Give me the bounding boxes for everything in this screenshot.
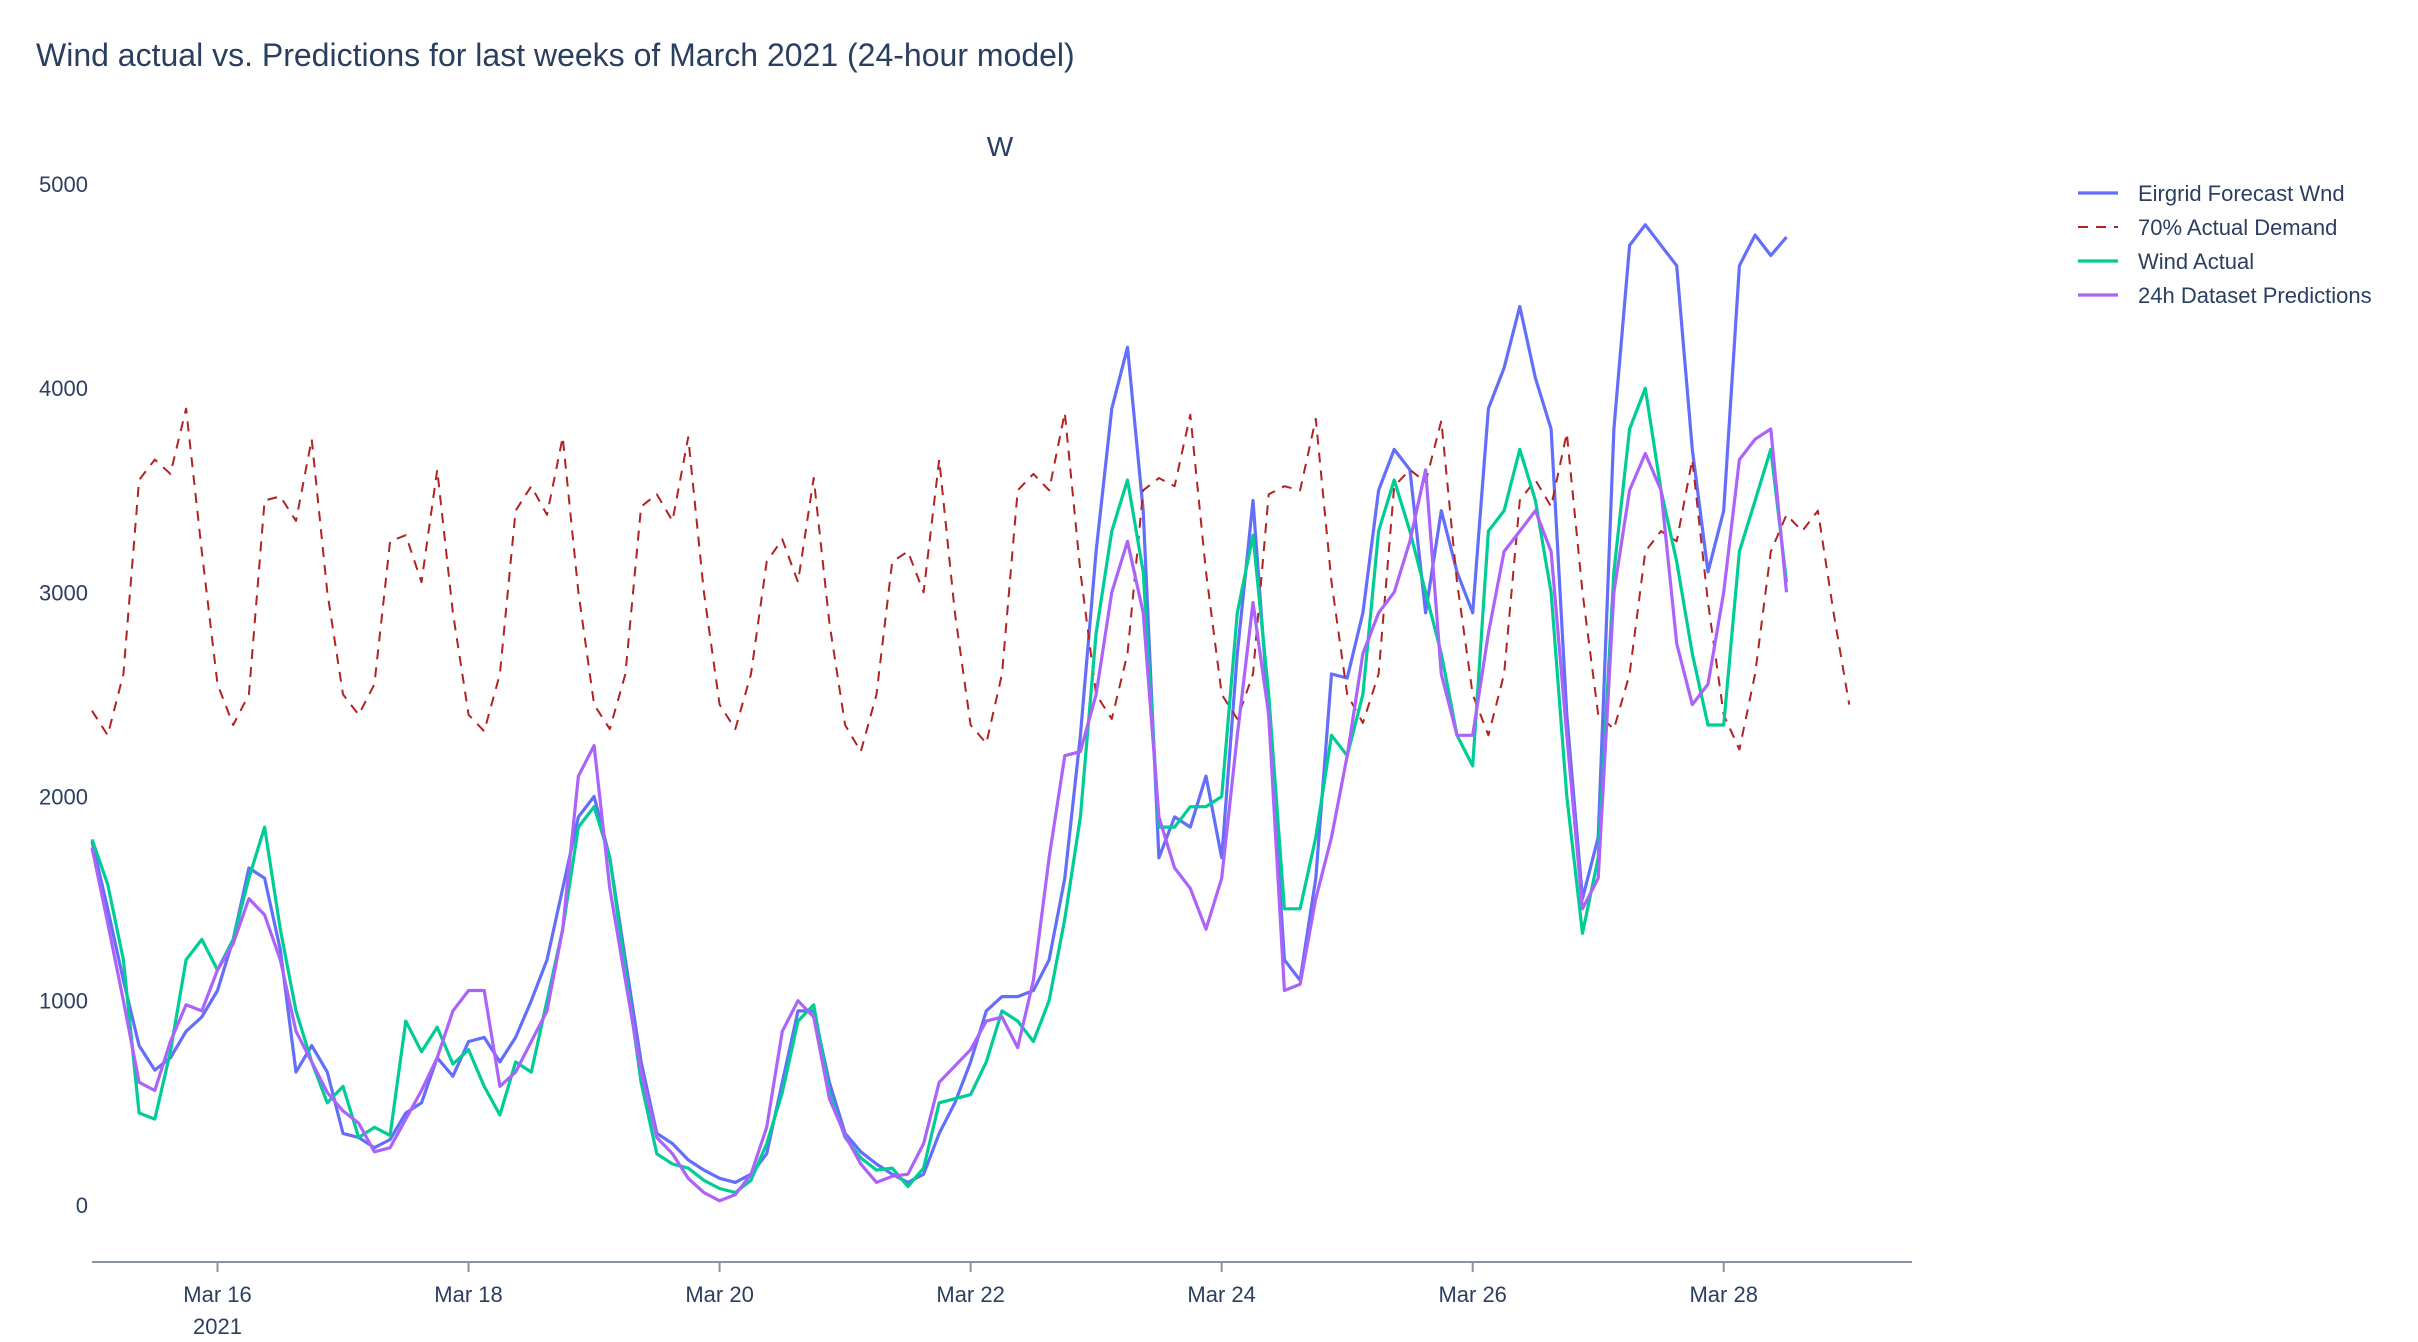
legend[interactable]: Eirgrid Forecast Wnd 70% Actual Demand Win… <box>2078 181 2372 308</box>
series-line-eirgrid-forecast-wnd <box>90 223 1788 1184</box>
y-axis: 0 1000 2000 3000 4000 5000 <box>39 172 88 1218</box>
x-tick-label: Mar 16 <box>183 1282 251 1307</box>
legend-label: Eirgrid Forecast Wnd <box>2138 181 2345 206</box>
x-tick-label: Mar 28 <box>1689 1282 1757 1307</box>
legend-item-eirgrid-forecast-wnd[interactable]: Eirgrid Forecast Wnd <box>2078 181 2345 206</box>
plot-lines <box>90 223 1851 1203</box>
x-tick-sublabel: 2021 <box>193 1314 242 1339</box>
series-line-wind-actual <box>90 386 1789 1195</box>
chart-subtitle: W <box>987 131 1014 162</box>
y-tick-label: 0 <box>76 1193 88 1218</box>
chart-title: Wind actual vs. Predictions for last wee… <box>36 37 1075 73</box>
x-tick-label: Mar 18 <box>434 1282 502 1307</box>
x-tick-label: Mar 26 <box>1438 1282 1506 1307</box>
legend-label: 24h Dataset Predictions <box>2138 283 2372 308</box>
series-line-24h-dataset-predictions <box>90 427 1789 1203</box>
legend-item-wind-actual[interactable]: Wind Actual <box>2078 249 2254 274</box>
y-tick-label: 5000 <box>39 172 88 197</box>
legend-label: Wind Actual <box>2138 249 2254 274</box>
y-tick-label: 1000 <box>39 989 88 1014</box>
y-tick-label: 3000 <box>39 580 88 605</box>
legend-item-24h-dataset-predictions[interactable]: 24h Dataset Predictions <box>2078 283 2372 308</box>
x-tick-label: Mar 20 <box>685 1282 753 1307</box>
legend-label: 70% Actual Demand <box>2138 215 2337 240</box>
legend-item-70-actual-demand[interactable]: 70% Actual Demand <box>2078 215 2337 240</box>
x-tick-label: Mar 22 <box>936 1282 1004 1307</box>
y-tick-label: 4000 <box>39 376 88 401</box>
series-line-70-actual-demand <box>91 407 1851 753</box>
x-tick-label: Mar 24 <box>1187 1282 1255 1307</box>
x-axis: Mar 16 2021 Mar 18 Mar 20 Mar 22 Mar 24 Mar 26… <box>92 1261 1912 1339</box>
y-tick-label: 2000 <box>39 785 88 810</box>
